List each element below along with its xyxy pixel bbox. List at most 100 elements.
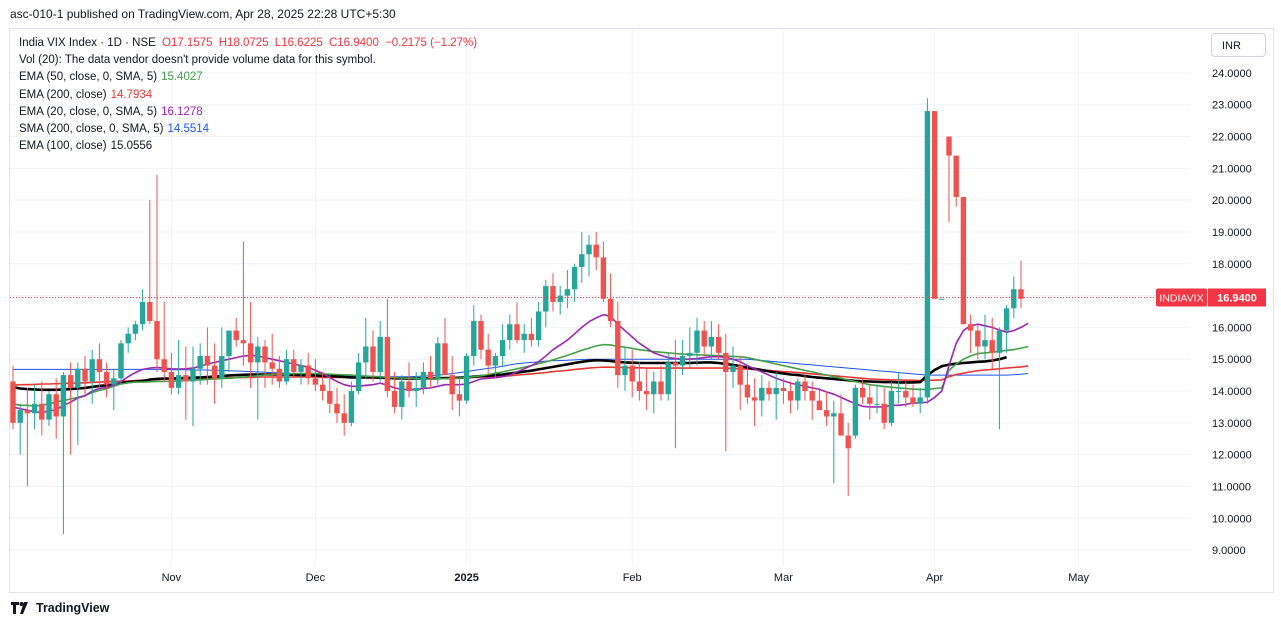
candle-body xyxy=(219,356,225,379)
indicator-ema50[interactable]: EMA (50, close, 0, SMA, 5) 15.4027 xyxy=(19,69,480,86)
candle xyxy=(903,381,909,407)
candle-body xyxy=(305,365,311,379)
candle-body xyxy=(291,359,297,372)
candle-body xyxy=(478,321,484,350)
candle xyxy=(262,340,268,388)
candle xyxy=(312,359,319,392)
candle xyxy=(355,352,362,395)
y-tick-label: 23.0000 xyxy=(1212,100,1252,112)
candle xyxy=(687,327,693,369)
candle xyxy=(291,349,297,379)
candle-body xyxy=(903,391,909,398)
candle xyxy=(391,371,398,414)
candle xyxy=(888,381,895,427)
candle-body xyxy=(240,340,247,344)
candle xyxy=(327,375,333,414)
candle-body xyxy=(651,381,657,395)
candle xyxy=(960,196,967,325)
candle xyxy=(1011,276,1017,318)
candle-body xyxy=(319,384,326,392)
indicator-ema20[interactable]: EMA (20, close, 0, SMA, 5) 16.1278 xyxy=(19,104,480,121)
candle-body xyxy=(996,330,1003,353)
high-value: H18.0725 xyxy=(218,37,269,49)
volume-row[interactable]: Vol (20): The data vendor doesn't provid… xyxy=(19,54,376,67)
candle xyxy=(989,317,995,369)
candle-body xyxy=(499,340,506,357)
y-tick-label: 14.0000 xyxy=(1212,386,1252,398)
candle-body xyxy=(931,111,938,299)
ema50-line xyxy=(12,343,1029,407)
candle-body xyxy=(795,381,801,401)
candle xyxy=(780,378,787,404)
y-tick-label: 20.0000 xyxy=(1212,195,1252,207)
candle xyxy=(967,314,974,353)
y-tick-label: 24.0000 xyxy=(1212,68,1252,80)
candle-body xyxy=(564,289,571,296)
candle xyxy=(435,336,441,385)
candle xyxy=(183,346,189,420)
tradingview-footer[interactable]: TradingView xyxy=(11,601,109,615)
currency-button[interactable]: INR xyxy=(1211,33,1266,57)
candle-body xyxy=(967,324,974,331)
candle-body xyxy=(427,371,434,379)
candle-body xyxy=(780,387,787,392)
candle xyxy=(370,330,376,382)
candle xyxy=(622,346,628,392)
candle xyxy=(247,301,254,388)
candle xyxy=(31,384,38,430)
indicator-ema200[interactable]: EMA (200, close) 14.7934 xyxy=(19,87,480,104)
candle-body xyxy=(463,356,470,401)
candle-body xyxy=(31,403,38,414)
indicator-label: EMA (100, close) xyxy=(19,140,107,153)
candle xyxy=(708,321,715,360)
candle xyxy=(528,317,535,347)
brand-label: TradingView xyxy=(36,601,110,615)
candle-body xyxy=(593,244,599,258)
indicator-sma200[interactable]: SMA (200, close, 0, SMA, 5) 14.5514 xyxy=(19,121,480,138)
candle xyxy=(607,273,614,328)
candle-body xyxy=(643,391,650,395)
candle xyxy=(442,317,448,376)
price-tag: 16.9400 xyxy=(1217,293,1257,305)
candle-body xyxy=(571,266,578,290)
candle-body xyxy=(139,301,146,325)
candle xyxy=(895,371,902,404)
candle-body xyxy=(759,387,765,401)
candle-body xyxy=(845,435,851,449)
candle xyxy=(305,352,311,385)
candle-body xyxy=(1003,308,1010,331)
candle xyxy=(420,362,427,395)
candle-body xyxy=(449,375,455,395)
tradingview-logo-icon xyxy=(11,602,28,614)
candle xyxy=(939,298,945,300)
candle-body xyxy=(420,371,427,388)
candle-body xyxy=(312,378,319,385)
candle-body xyxy=(39,403,45,420)
candle-body xyxy=(528,333,535,341)
candle-body xyxy=(629,365,635,382)
candle-body xyxy=(471,321,477,357)
candle-body xyxy=(456,394,463,401)
candle xyxy=(910,384,916,407)
candle-body xyxy=(773,387,779,395)
candle-body xyxy=(751,397,758,401)
symbol-label[interactable]: India VIX Index · 1D · NSE xyxy=(19,37,156,49)
candle-body xyxy=(1011,289,1017,309)
candle xyxy=(211,343,218,404)
candle xyxy=(507,314,513,350)
indicator-ema100[interactable]: EMA (100, close) 15.0556 xyxy=(19,138,480,155)
candle-body xyxy=(586,244,592,255)
candle xyxy=(319,371,326,401)
candle xyxy=(118,340,124,385)
change-value: −0.2175 (−1.27%) xyxy=(385,37,478,49)
candle xyxy=(175,340,182,395)
candle xyxy=(449,356,455,411)
candle xyxy=(190,346,196,427)
candle xyxy=(859,378,866,404)
open-value: O17.1575 xyxy=(162,37,213,49)
candle-body xyxy=(737,365,743,385)
candle xyxy=(564,270,571,309)
candle xyxy=(219,327,225,388)
indicator-label: EMA (200, close) xyxy=(19,88,107,101)
